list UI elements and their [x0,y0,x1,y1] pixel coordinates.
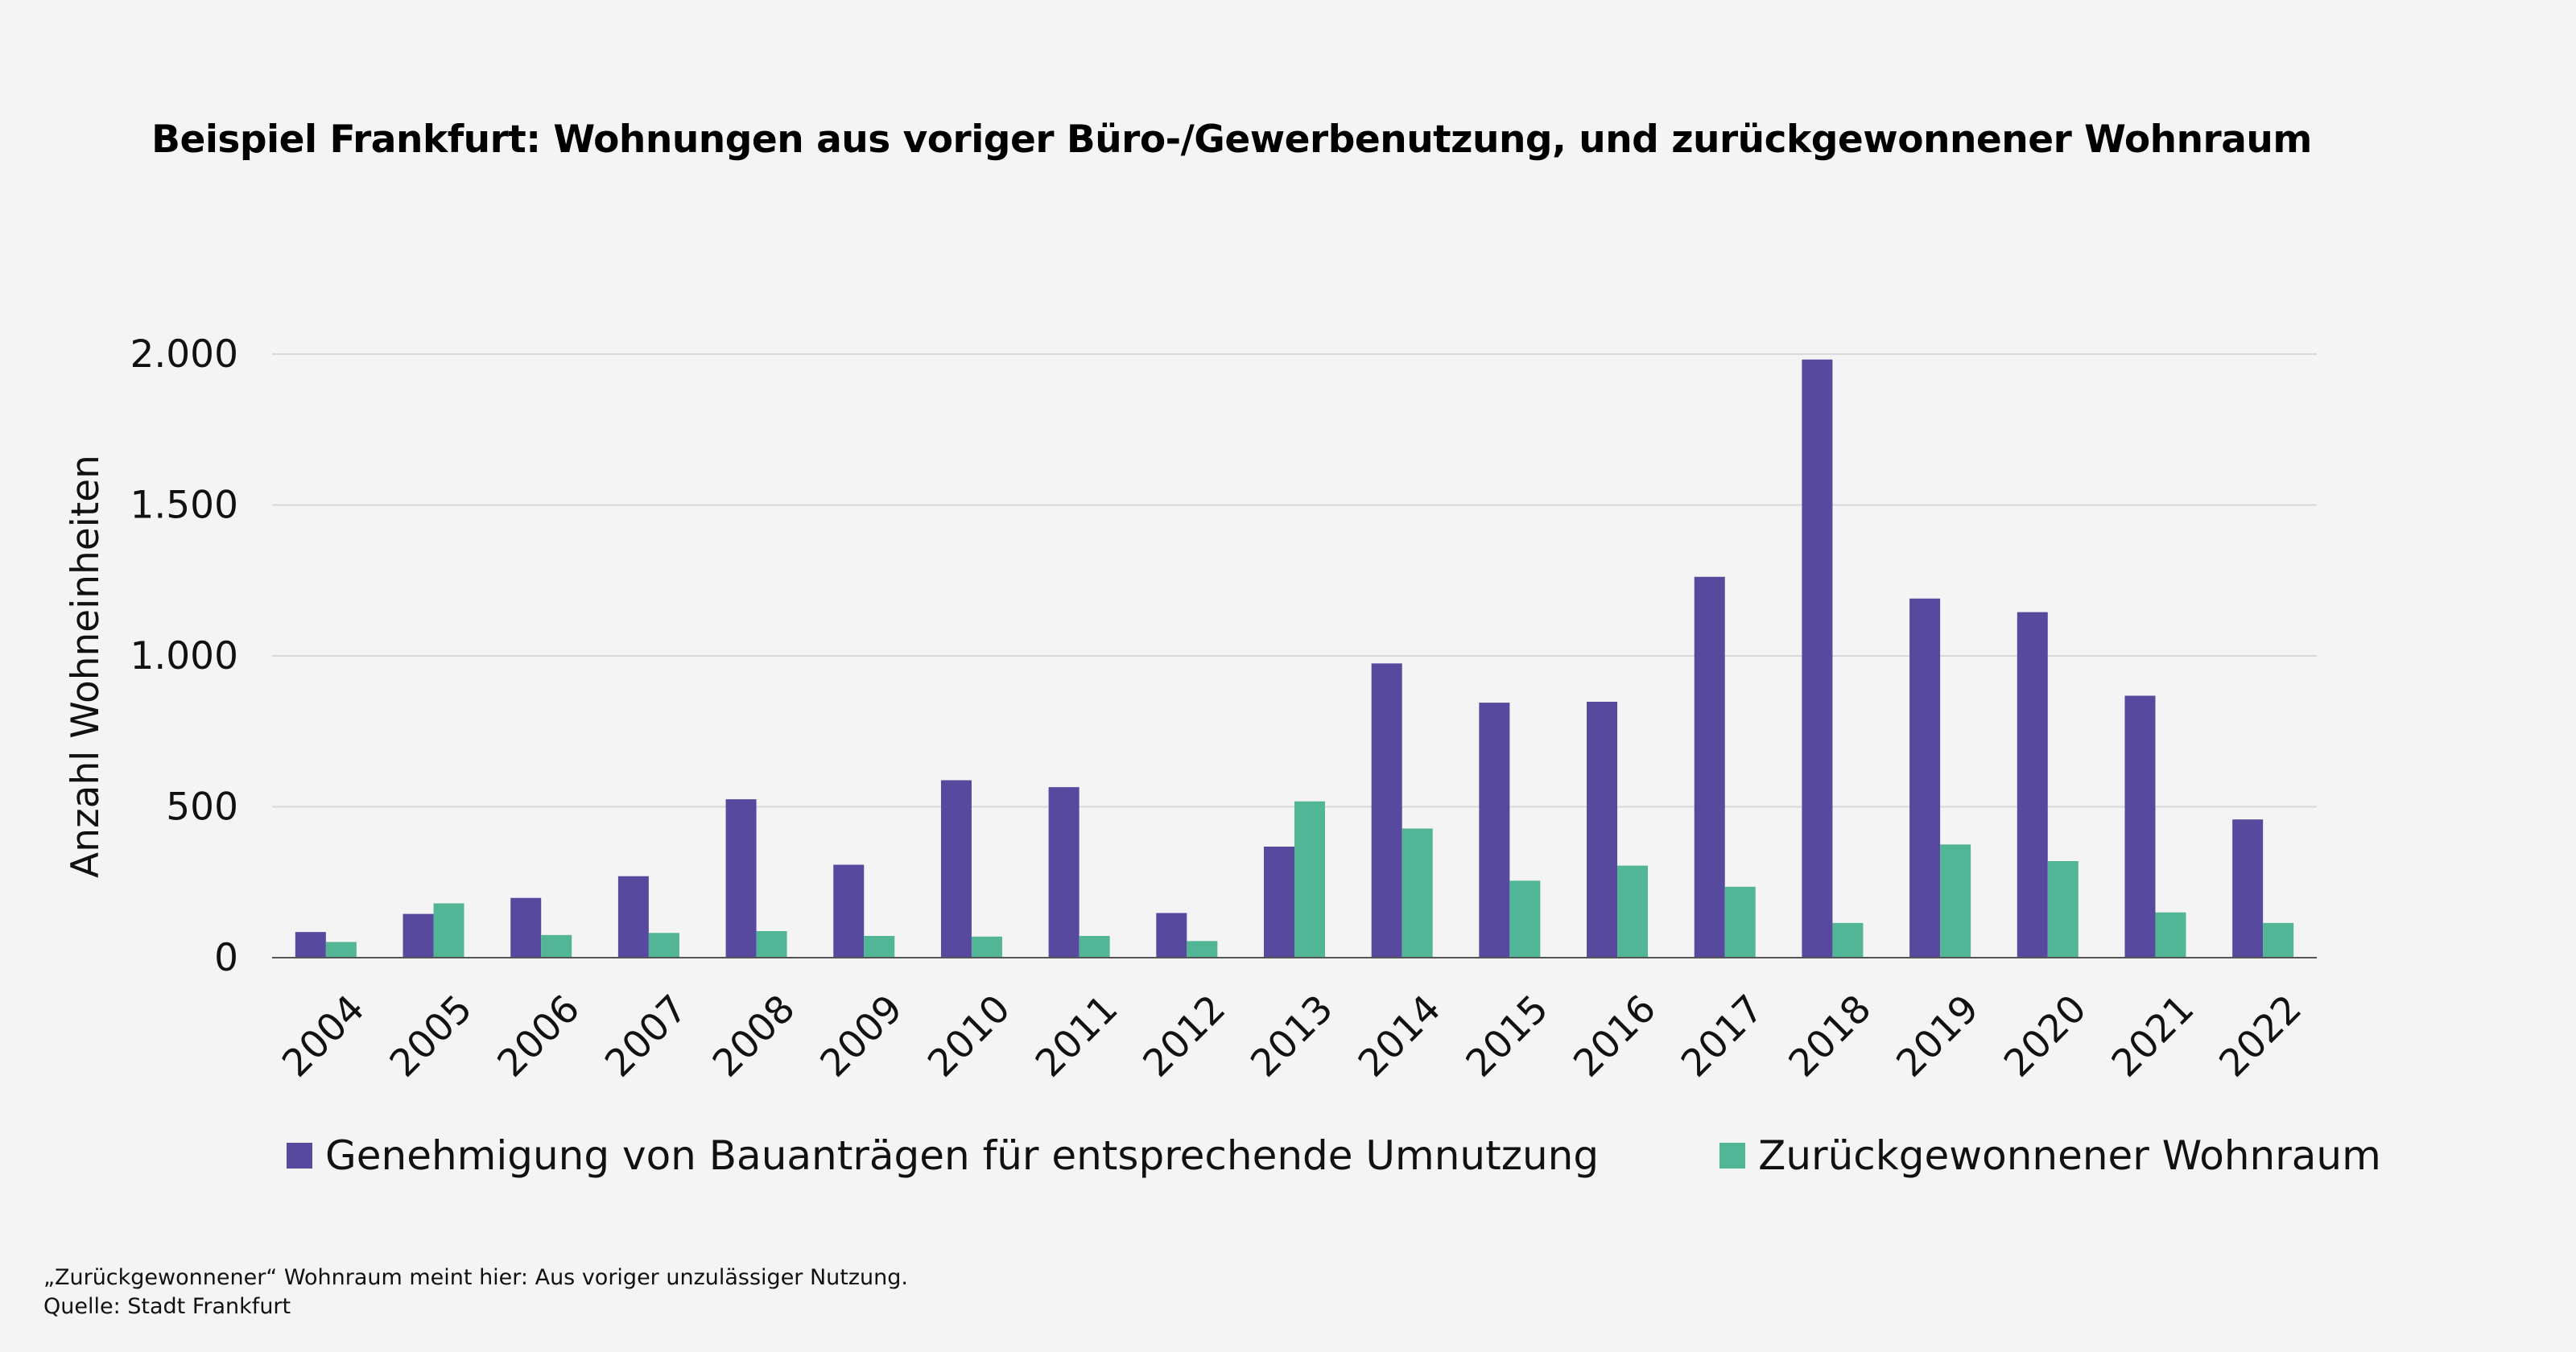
x-tick-label: 2014 [1350,987,1449,1086]
bar-zurueckgewonnen-2020 [2047,861,2079,958]
bar-genehmigung-2005 [402,913,434,958]
x-tick-label: 2006 [489,987,588,1086]
bar-genehmigung-2021 [2124,695,2156,958]
x-tick-label: 2017 [1673,987,1772,1086]
x-tick-label: 2007 [597,987,696,1086]
bar-zurueckgewonnen-2005 [433,903,464,958]
footnotes: „Zurückgewonnener“ Wohnraum meint hier: … [43,1263,908,1321]
bar-zurueckgewonnen-2016 [1617,865,1649,958]
legend-swatch-genehmigung [287,1143,312,1169]
x-tick-label: 2020 [1996,987,2095,1086]
bar-genehmigung-2018 [1802,359,1833,958]
bar-zurueckgewonnen-2004 [325,942,357,958]
bar-genehmigung-2010 [940,780,972,958]
x-tick-label: 2004 [274,987,373,1086]
y-tick-label: 1.000 [130,634,238,678]
x-tick-label: 2005 [382,987,481,1086]
bar-genehmigung-2009 [833,864,865,958]
bar-zurueckgewonnen-2012 [1187,941,1218,958]
bar-genehmigung-2007 [617,876,649,958]
bar-zurueckgewonnen-2021 [2155,912,2186,958]
x-tick-label: 2021 [2103,987,2202,1086]
x-tick-label: 2022 [2211,987,2310,1086]
bar-zurueckgewonnen-2006 [541,934,572,958]
bar-zurueckgewonnen-2018 [1832,922,1864,958]
x-tick-label: 2012 [1135,987,1234,1086]
bar-zurueckgewonnen-2010 [971,936,1002,958]
bar-genehmigung-2011 [1048,787,1080,958]
bar-genehmigung-2019 [1909,598,1941,958]
x-tick-label: 2010 [919,987,1018,1086]
y-axis-label: Anzahl Wohneinheiten [64,455,108,878]
chart-title: Beispiel Frankfurt: Wohnungen aus vorige… [151,117,2312,162]
bars [295,359,2294,958]
legend-label-zurueckgewonnen: Zurückgewonnener Wohnraum [1758,1132,2381,1179]
x-tick-label: 2009 [812,987,911,1086]
legend-item-genehmigung: Genehmigung von Bauanträgen für entsprec… [287,1132,1599,1179]
bar-genehmigung-2008 [725,799,757,958]
bar-genehmigung-2014 [1371,663,1402,958]
legend-label-genehmigung: Genehmigung von Bauanträgen für entsprec… [325,1132,1600,1179]
x-tick-label: 2008 [704,987,803,1086]
bar-genehmigung-2022 [2232,819,2264,958]
bar-genehmigung-2017 [1694,576,1725,958]
footnote-source: Quelle: Stadt Frankfurt [43,1294,291,1319]
y-axis-ticks: 0 500 1.000 1.500 2.000 [130,332,238,980]
bar-genehmigung-2013 [1264,847,1294,958]
footnote-note: „Zurückgewonnener“ Wohnraum meint hier: … [43,1265,909,1290]
bar-zurueckgewonnen-2011 [1079,936,1110,958]
y-tick-label: 1.500 [130,484,238,528]
bar-zurueckgewonnen-2017 [1724,886,1756,958]
y-tick-label: 0 [214,936,238,980]
bar-genehmigung-2020 [2017,612,2048,958]
bar-genehmigung-2012 [1156,913,1187,958]
bar-zurueckgewonnen-2008 [756,931,787,958]
bar-zurueckgewonnen-2009 [864,936,895,958]
bar-genehmigung-2015 [1479,703,1510,958]
legend: Genehmigung von Bauanträgen für entsprec… [287,1127,2381,1185]
x-axis-ticks: 2004 2005 2006 2007 2008 2009 2010 2011 2012 2013… [274,987,2310,1086]
x-tick-label: 2013 [1242,987,1341,1086]
bar-zurueckgewonnen-2013 [1294,801,1325,958]
bar-zurueckgewonnen-2015 [1509,880,1541,958]
legend-item-zurueckgewonnen: Zurückgewonnener Wohnraum [1719,1132,2381,1179]
bar-zurueckgewonnen-2022 [2263,922,2294,958]
x-tick-label: 2018 [1781,987,1880,1086]
bar-zurueckgewonnen-2014 [1402,828,1433,958]
bar-zurueckgewonnen-2007 [648,933,679,958]
x-tick-label: 2011 [1027,987,1126,1086]
bar-genehmigung-2004 [295,932,326,958]
x-tick-label: 2016 [1565,987,1664,1086]
y-tick-label: 500 [166,785,238,830]
x-tick-label: 2015 [1458,987,1557,1086]
bar-zurueckgewonnen-2019 [1940,844,1971,958]
gridlines [272,353,2317,808]
bar-genehmigung-2006 [510,897,542,958]
legend-swatch-zurueckgewonnen [1719,1143,1746,1169]
x-tick-label: 2019 [1888,987,1987,1086]
y-tick-label: 2.000 [130,332,238,377]
bar-genehmigung-2016 [1587,702,1618,958]
